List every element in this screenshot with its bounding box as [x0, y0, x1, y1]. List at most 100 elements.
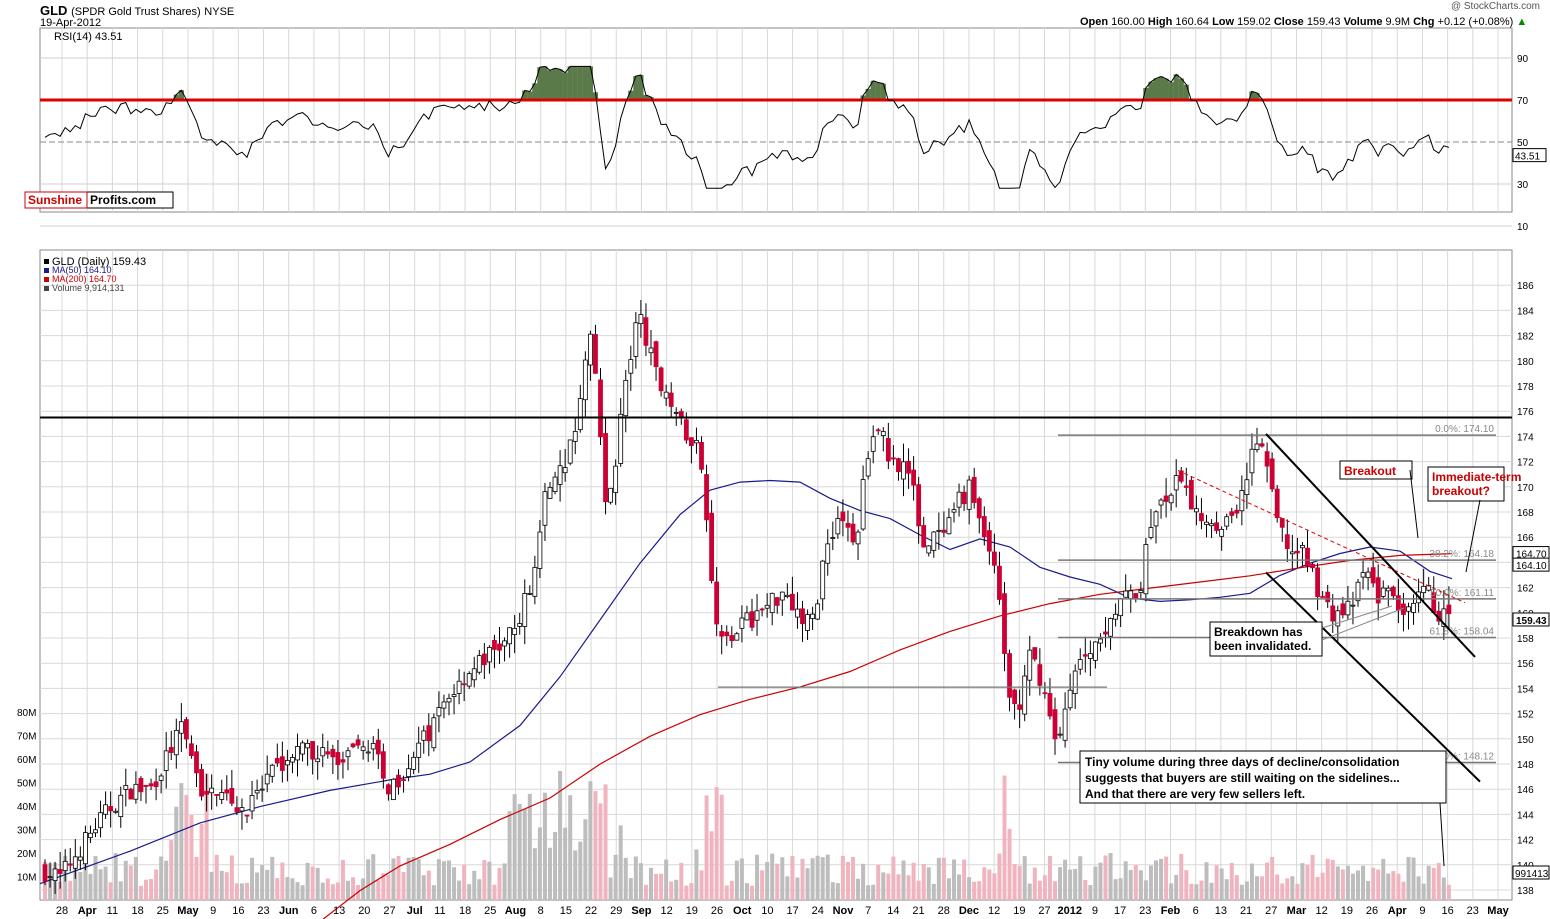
candle-body [1320, 596, 1326, 598]
candle-body [1300, 544, 1305, 549]
volume-bar [820, 857, 825, 900]
volume-tick-label: 60M [17, 755, 36, 766]
volume-bar [719, 794, 724, 900]
logo-sunshine: Sunshine [28, 193, 82, 207]
candle-body [653, 341, 659, 367]
price-value-tag [1512, 612, 1550, 627]
candle-body [57, 869, 63, 874]
x-tick-label: 22 [585, 905, 597, 917]
candle-body [234, 807, 240, 813]
volume-bar [714, 787, 719, 900]
volume-bar [921, 864, 926, 900]
price-tick-label: 170 [1517, 483, 1534, 494]
volume-bar [815, 855, 820, 900]
candle-body [83, 832, 88, 865]
candle-body [1421, 585, 1427, 594]
price-tick-label: 186 [1517, 281, 1534, 292]
candle-body [870, 436, 876, 452]
volume-bar [179, 783, 184, 900]
volume-bar [280, 862, 285, 900]
volume-bar [952, 859, 956, 900]
volume-bar [1234, 875, 1239, 900]
candle-body [1406, 606, 1411, 612]
price-tick-label: 146 [1517, 785, 1534, 796]
candle-body [1087, 653, 1093, 659]
candle-body [981, 516, 987, 538]
exchange: NYSE [204, 6, 235, 18]
rsi-panel-frame [39, 27, 1513, 213]
candle-body [1108, 618, 1113, 637]
volume-bar [755, 854, 760, 900]
legend-entry: MA(50) 164.10 [52, 265, 112, 275]
candle-body [143, 784, 149, 787]
volume-bar [1169, 883, 1174, 900]
volume-bar [1315, 876, 1320, 900]
candle-body [1269, 458, 1275, 490]
candle-body [648, 347, 654, 354]
fib-label: 61.8%: 158.04 [1430, 626, 1495, 637]
volume-bar [58, 881, 63, 900]
x-tick-label: 25 [484, 905, 496, 917]
candle-body [1052, 709, 1058, 740]
price-tick-label: 178 [1517, 382, 1534, 393]
candle-body [673, 412, 679, 414]
candle-body [330, 748, 336, 758]
candle-body [663, 391, 669, 399]
candle-body [845, 522, 851, 528]
candle-body [1315, 567, 1320, 598]
candle-body [88, 832, 93, 839]
candle-body [279, 756, 285, 771]
x-tick-label: 23 [1467, 905, 1479, 917]
volume-bar [957, 874, 962, 900]
x-tick-label: 18 [131, 905, 143, 917]
candle-body [1148, 527, 1154, 538]
rsi-tick-label: 90 [1517, 54, 1529, 65]
breakdown-text: Breakdown has [1214, 625, 1303, 639]
candle-body [254, 789, 260, 794]
volume-bar [335, 882, 340, 900]
volume-tick-label: 10M [17, 873, 36, 884]
candle-body [1128, 590, 1134, 599]
volume-bar [1305, 864, 1310, 900]
candle-body [724, 631, 730, 637]
candle-body [396, 774, 401, 788]
volume-bar [472, 870, 477, 900]
candle-body [683, 419, 689, 441]
volume-bar [1078, 856, 1083, 900]
volume-bar [1396, 873, 1401, 900]
volume-bar [265, 869, 270, 900]
volume-bar [724, 885, 729, 900]
candle-body [47, 876, 53, 879]
volume-tick-label: 30M [17, 826, 36, 837]
candle-body [941, 529, 947, 533]
candle-body [1370, 567, 1376, 584]
volume-bar [623, 857, 628, 900]
price-tick-label: 182 [1517, 332, 1534, 343]
candle-body [800, 608, 805, 625]
rsi-tick-label: 30 [1517, 180, 1529, 191]
volume-bar [1194, 884, 1199, 900]
quote-value: 160.00 [1111, 16, 1148, 28]
candle-body [1027, 649, 1033, 681]
volume-bar [1209, 882, 1214, 900]
candle-body [1113, 613, 1118, 620]
volume-bar [1159, 858, 1164, 900]
volume-bar [1376, 869, 1381, 900]
volume-bar [517, 804, 522, 900]
x-tick-label: 18 [459, 905, 471, 917]
x-tick-label: Feb [1161, 905, 1181, 917]
volume-bar [1239, 884, 1244, 900]
quote-bar: Open 160.00 High 160.64 Low 159.02 Close… [1080, 16, 1527, 28]
volume-bar [512, 794, 517, 900]
tiny-volume-box [1079, 750, 1447, 804]
candle-body [527, 592, 533, 595]
volume-bar [775, 863, 780, 900]
volume-bar [987, 869, 992, 900]
volume-bar [760, 870, 765, 900]
volume-bar [1037, 880, 1042, 900]
volume-bar [1143, 880, 1148, 900]
volume-bar [1108, 853, 1113, 900]
x-tick-label: Jul [407, 905, 423, 917]
candle-body [694, 440, 699, 444]
volume-bar [416, 859, 421, 900]
